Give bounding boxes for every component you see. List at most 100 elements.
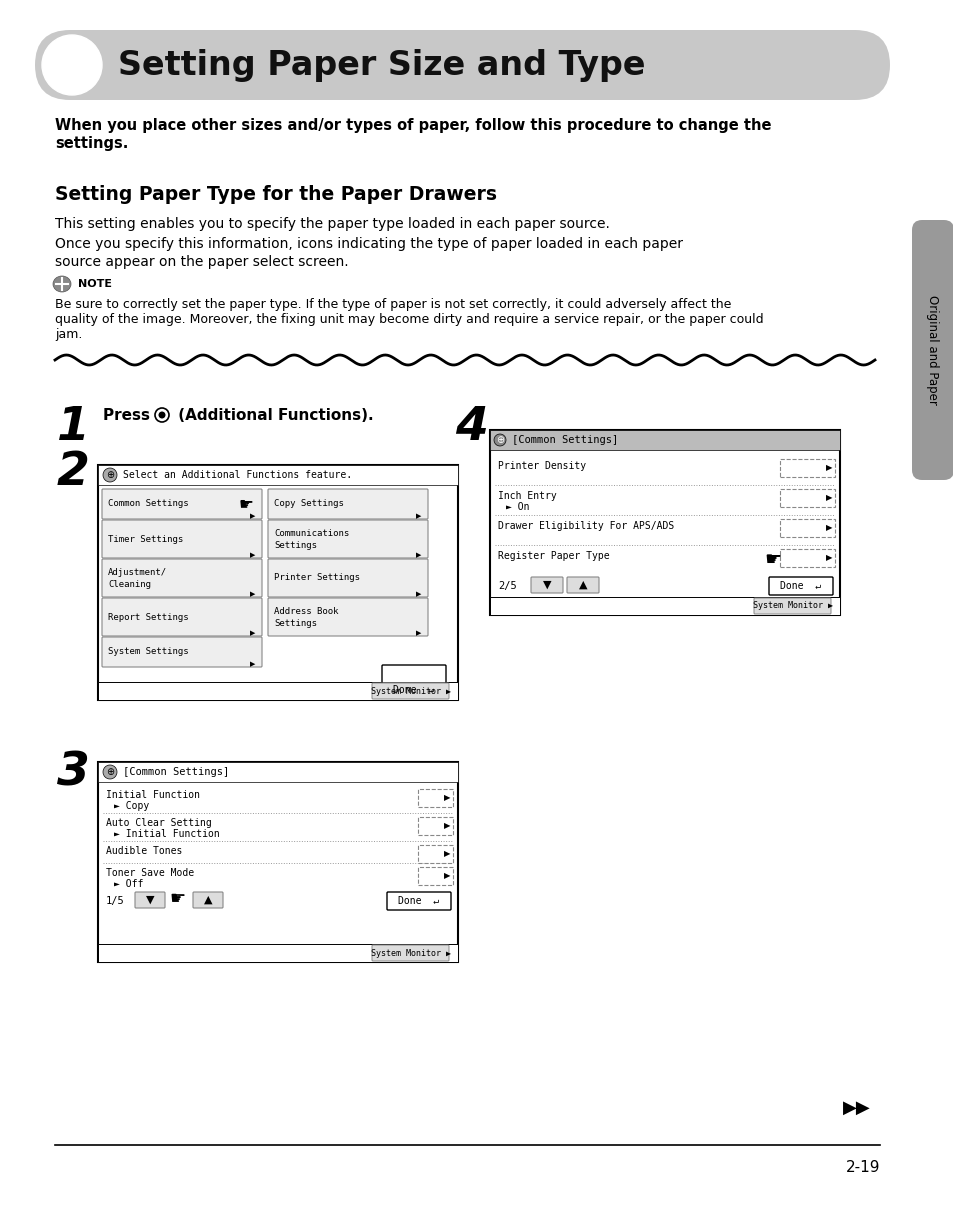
Text: Done  ↵: Done ↵ bbox=[393, 685, 435, 694]
FancyBboxPatch shape bbox=[372, 945, 449, 961]
FancyBboxPatch shape bbox=[102, 637, 262, 667]
Text: Settings: Settings bbox=[274, 541, 316, 550]
Text: System Monitor ▶: System Monitor ▶ bbox=[371, 686, 451, 696]
Bar bbox=[780, 490, 834, 507]
Text: ☛: ☛ bbox=[170, 890, 186, 908]
Bar bbox=[417, 845, 453, 863]
Bar bbox=[780, 459, 834, 477]
Text: Auto Clear Setting: Auto Clear Setting bbox=[106, 818, 212, 828]
FancyBboxPatch shape bbox=[268, 520, 428, 558]
FancyBboxPatch shape bbox=[566, 577, 598, 593]
Text: ▶: ▶ bbox=[443, 871, 450, 881]
Text: ▶: ▶ bbox=[416, 629, 421, 636]
Circle shape bbox=[103, 467, 117, 482]
Text: ▶: ▶ bbox=[250, 591, 255, 598]
Text: ▶: ▶ bbox=[825, 464, 831, 472]
Text: ▶: ▶ bbox=[416, 591, 421, 598]
Bar bbox=[490, 429, 840, 450]
Text: Timer Settings: Timer Settings bbox=[108, 535, 183, 544]
Text: (Additional Functions).: (Additional Functions). bbox=[172, 409, 374, 423]
FancyBboxPatch shape bbox=[381, 665, 446, 683]
Text: Common Settings: Common Settings bbox=[108, 499, 189, 508]
Text: quality of the image. Moreover, the fixing unit may become dirty and require a s: quality of the image. Moreover, the fixi… bbox=[55, 313, 762, 326]
Text: Printer Settings: Printer Settings bbox=[274, 573, 359, 583]
Text: ▶: ▶ bbox=[250, 513, 255, 519]
Text: settings.: settings. bbox=[55, 136, 129, 151]
Text: Communications: Communications bbox=[274, 529, 349, 537]
Bar bbox=[417, 789, 453, 807]
Text: 2-19: 2-19 bbox=[844, 1161, 879, 1175]
FancyBboxPatch shape bbox=[268, 598, 428, 636]
Text: ▼: ▼ bbox=[542, 580, 551, 590]
Text: Original and Paper: Original and Paper bbox=[925, 294, 939, 405]
Text: ▶: ▶ bbox=[443, 822, 450, 831]
Circle shape bbox=[494, 434, 505, 445]
Text: [Common Settings]: [Common Settings] bbox=[512, 436, 618, 445]
Circle shape bbox=[158, 411, 165, 418]
Text: 4: 4 bbox=[455, 405, 487, 450]
Text: Press: Press bbox=[103, 409, 155, 423]
Text: System Settings: System Settings bbox=[108, 648, 189, 656]
Ellipse shape bbox=[53, 276, 71, 292]
Text: Be sure to correctly set the paper type. If the type of paper is not set correct: Be sure to correctly set the paper type.… bbox=[55, 298, 731, 310]
Text: ▼: ▼ bbox=[146, 894, 154, 906]
Text: jam.: jam. bbox=[55, 328, 82, 341]
Text: 1/5: 1/5 bbox=[106, 896, 125, 906]
Text: Initial Function: Initial Function bbox=[106, 790, 200, 800]
Text: ► Off: ► Off bbox=[113, 879, 143, 890]
Text: ▲: ▲ bbox=[578, 580, 587, 590]
FancyBboxPatch shape bbox=[102, 560, 262, 598]
Text: Copy Settings: Copy Settings bbox=[274, 499, 343, 508]
Text: Printer Density: Printer Density bbox=[497, 461, 585, 471]
Text: ► Initial Function: ► Initial Function bbox=[113, 829, 219, 839]
Text: NOTE: NOTE bbox=[78, 279, 112, 290]
Bar bbox=[98, 944, 457, 962]
FancyBboxPatch shape bbox=[387, 892, 451, 910]
Bar bbox=[98, 762, 457, 782]
FancyBboxPatch shape bbox=[135, 892, 165, 908]
Text: ▶: ▶ bbox=[443, 794, 450, 802]
Bar bbox=[780, 519, 834, 537]
Text: ▶: ▶ bbox=[250, 661, 255, 667]
Text: ▶: ▶ bbox=[443, 849, 450, 859]
FancyBboxPatch shape bbox=[35, 29, 889, 99]
Text: Once you specify this information, icons indicating the type of paper loaded in : Once you specify this information, icons… bbox=[55, 237, 682, 252]
Text: This setting enables you to specify the paper type loaded in each paper source.: This setting enables you to specify the … bbox=[55, 217, 609, 231]
FancyBboxPatch shape bbox=[372, 683, 449, 699]
Text: ► On: ► On bbox=[505, 502, 529, 512]
Text: Done  ↵: Done ↵ bbox=[398, 896, 439, 906]
FancyBboxPatch shape bbox=[531, 577, 562, 593]
Text: Setting Paper Type for the Paper Drawers: Setting Paper Type for the Paper Drawers bbox=[55, 185, 497, 204]
Bar bbox=[98, 465, 457, 485]
FancyBboxPatch shape bbox=[768, 577, 832, 595]
Circle shape bbox=[103, 764, 117, 779]
FancyBboxPatch shape bbox=[911, 220, 953, 480]
Text: Settings: Settings bbox=[274, 618, 316, 628]
FancyBboxPatch shape bbox=[193, 892, 223, 908]
Circle shape bbox=[42, 36, 102, 94]
Text: Select an Additional Functions feature.: Select an Additional Functions feature. bbox=[123, 470, 352, 480]
Text: Toner Save Mode: Toner Save Mode bbox=[106, 867, 193, 879]
Text: System Monitor ▶: System Monitor ▶ bbox=[371, 948, 451, 957]
Text: System Monitor ▶: System Monitor ▶ bbox=[752, 601, 832, 611]
Bar bbox=[490, 429, 840, 615]
Text: ▶: ▶ bbox=[825, 493, 831, 503]
Text: Inch Entry: Inch Entry bbox=[497, 491, 557, 501]
Text: Drawer Eligibility For APS/ADS: Drawer Eligibility For APS/ADS bbox=[497, 521, 674, 531]
Text: ▲: ▲ bbox=[204, 894, 212, 906]
Text: ▶: ▶ bbox=[250, 629, 255, 636]
Bar bbox=[417, 817, 453, 836]
Text: 2/5: 2/5 bbox=[497, 582, 517, 591]
FancyBboxPatch shape bbox=[268, 560, 428, 598]
FancyBboxPatch shape bbox=[753, 598, 830, 614]
Text: When you place other sizes and/or types of paper, follow this procedure to chang: When you place other sizes and/or types … bbox=[55, 118, 771, 133]
Text: source appear on the paper select screen.: source appear on the paper select screen… bbox=[55, 255, 348, 269]
Text: ▶: ▶ bbox=[416, 513, 421, 519]
Bar bbox=[98, 682, 457, 699]
Text: Setting Paper Size and Type: Setting Paper Size and Type bbox=[118, 49, 645, 81]
Text: ⊕: ⊕ bbox=[106, 470, 114, 480]
Text: 2: 2 bbox=[57, 450, 90, 494]
Text: ► Copy: ► Copy bbox=[113, 801, 149, 811]
Text: Register Paper Type: Register Paper Type bbox=[497, 551, 609, 561]
Text: Audible Tones: Audible Tones bbox=[106, 845, 182, 856]
